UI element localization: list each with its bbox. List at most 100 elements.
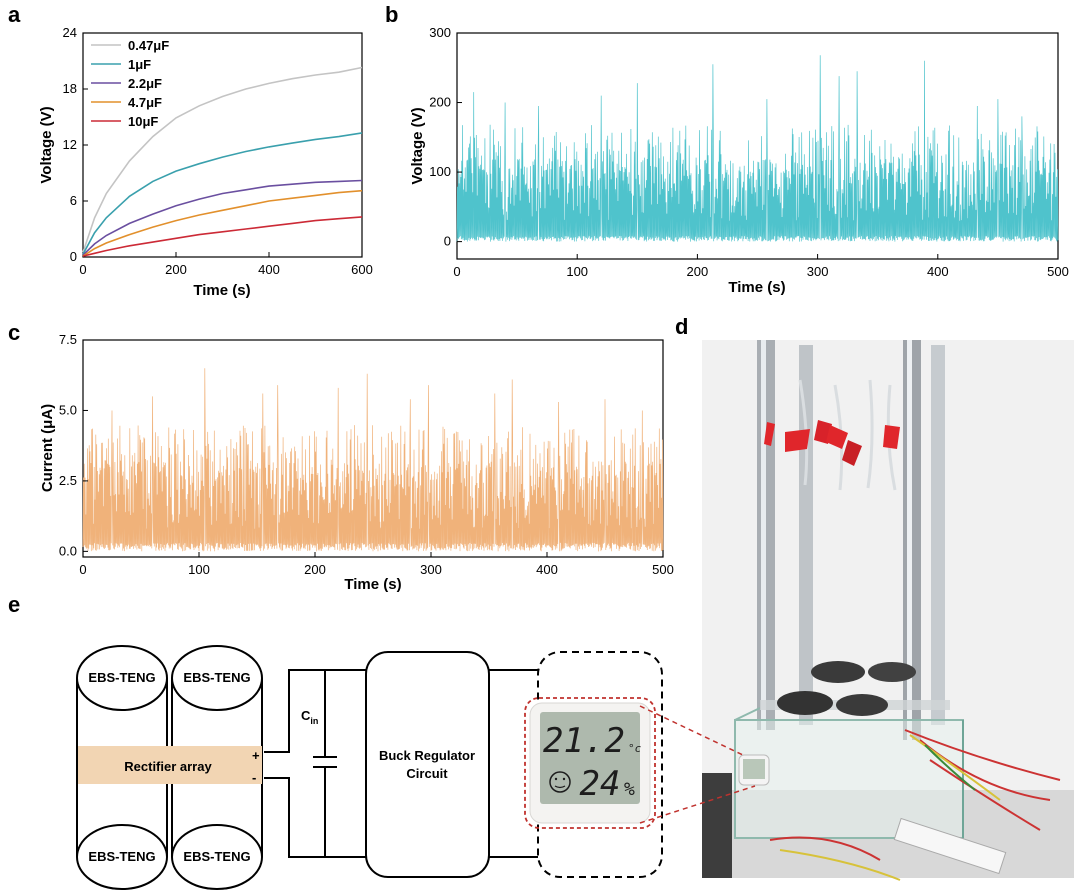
hygrometer-humidity: 24: [580, 764, 621, 804]
y-tick-label: 0: [70, 249, 77, 264]
panel-d: d: [675, 314, 1074, 881]
x-tick-label: 600: [351, 262, 373, 277]
y-tick-label: 24: [63, 25, 77, 40]
y-tick-label: 5.0: [59, 402, 77, 417]
panel-a-plot-frame: [82, 32, 363, 258]
panel-b-xlabel: Time (s): [728, 279, 785, 296]
breadboard: [893, 817, 1007, 875]
smiley-face-icon: [549, 771, 571, 793]
teng-disc-1: [811, 661, 865, 683]
panel-c-trace: [82, 368, 664, 552]
x-tick-label: 0: [79, 562, 86, 577]
y-tick-label: 2.5: [59, 473, 77, 488]
legend-label-0.47uf: 0.47μF: [128, 38, 169, 53]
photo-dark-edge: [702, 773, 732, 878]
hygrometer-temp-unit: °c: [628, 742, 642, 755]
circuit-wires: [264, 669, 538, 858]
y-tick-label: 0: [444, 234, 451, 249]
x-tick-label: 300: [420, 562, 442, 577]
panel-b-plot-frame: [456, 32, 1059, 260]
glass-tank: [734, 719, 964, 839]
hygrometer-highlight-frame: [524, 697, 656, 829]
legend-label-2.2uf: 2.2μF: [128, 76, 162, 91]
buck-regulator-label-line1: Buck Regulator: [379, 748, 475, 763]
hygrometer-humidity-unit: %: [624, 779, 635, 800]
panel-c-xlabel: Time (s): [344, 576, 401, 593]
teng-label-bottom-left: EBS-TENG: [88, 849, 155, 864]
x-tick-label: 500: [1047, 264, 1069, 279]
panel-a-ylabel: Voltage (V): [38, 106, 55, 183]
steel-pillar-left-inner: [799, 345, 813, 725]
series-line-0.47uf: [82, 66, 363, 253]
x-tick-label: 300: [807, 264, 829, 279]
x-tick-label: 100: [188, 562, 210, 577]
y-tick-label: 200: [429, 95, 451, 110]
series-line-10uf: [82, 216, 363, 257]
panel-c-ticks: 0 100 200 300 400 500 0.0 2.5 5.0 7.5: [59, 332, 674, 577]
x-tick-label: 200: [687, 264, 709, 279]
panel-a-lines: [82, 66, 363, 257]
legend-label-10uf: 10μF: [128, 114, 158, 129]
y-tick-label: 6: [70, 193, 77, 208]
teng-disc-3: [777, 691, 833, 715]
panel-a-ticks: 0 200 400 600 0 6 12 18 24: [63, 25, 373, 277]
x-tick-label: 400: [258, 262, 280, 277]
series-line-2.2uf: [82, 179, 363, 256]
red-tabs: [764, 420, 900, 466]
rectifier-plus-sign: +: [252, 748, 260, 763]
panel-letter-e: e: [8, 592, 20, 617]
teng-label-top-right: EBS-TENG: [183, 670, 250, 685]
y-tick-label: 12: [63, 137, 77, 152]
x-tick-label: 400: [927, 264, 949, 279]
x-tick-label: 200: [304, 562, 326, 577]
rectifier-minus-sign: -: [252, 770, 256, 785]
yellow-wires: [779, 734, 1001, 881]
buck-regulator-label-line2: Circuit: [406, 766, 448, 781]
x-tick-label: 400: [536, 562, 558, 577]
signal-trace: [82, 368, 664, 552]
panel-e: e EBS-TENG EBS-TENG EBS-TENG EBS-TENG Re…: [8, 592, 756, 890]
teng-disc-2: [868, 662, 916, 682]
steel-pillar-left-highlight: [761, 340, 766, 730]
buck-regulator-box: [365, 651, 490, 878]
series-line-1uf: [82, 132, 363, 255]
x-tick-label: 200: [165, 262, 187, 277]
teng-label-bottom-right: EBS-TENG: [183, 849, 250, 864]
callout-line-bottom: [639, 785, 756, 824]
hygrometer-temperature: 21.2: [543, 721, 625, 761]
x-tick-label: 0: [453, 264, 460, 279]
y-tick-label: 7.5: [59, 332, 77, 347]
steel-pillar-right-highlight: [907, 340, 912, 740]
y-tick-label: 300: [429, 25, 451, 40]
legend-label-1uf: 1μF: [128, 57, 151, 72]
legend-label-4.7uf: 4.7μF: [128, 95, 162, 110]
hygrometer-lcd: [540, 712, 640, 804]
x-tick-label: 100: [566, 264, 588, 279]
panel-a-legend: 0.47μF 1μF 2.2μF 4.7μF 10μF: [91, 38, 169, 129]
panel-a: a 0 200 400 600 0 6 12 18 24 0.47μF 1μF 2.2μF 4.…: [8, 2, 373, 299]
teng-disc-4: [836, 694, 888, 716]
capacitor-label: Cin: [301, 708, 318, 726]
panel-c-plot-frame: [82, 339, 664, 558]
red-wires: [769, 729, 1061, 861]
panel-letter-b: b: [385, 2, 398, 27]
panel-b-trace: [456, 55, 1059, 242]
green-wires: [924, 744, 976, 791]
steel-pillar-right-inner: [931, 345, 945, 725]
panel-b-ylabel: Voltage (V): [409, 107, 426, 184]
photo-hygrometer-lcd: [743, 759, 765, 779]
signal-trace: [456, 55, 1059, 242]
y-tick-label: 18: [63, 81, 77, 96]
panel-letter-d: d: [675, 314, 688, 339]
panel-b-ticks: 0 100 200 300 400 500 0 100 200 300: [429, 25, 1069, 279]
panel-letter-a: a: [8, 2, 21, 27]
panel-c-ylabel: Current (μA): [39, 404, 56, 492]
rectifier-array-box: [78, 746, 262, 784]
y-tick-label: 0.0: [59, 543, 77, 558]
x-tick-label: 0: [79, 262, 86, 277]
x-tick-label: 500: [652, 562, 674, 577]
teng-label-top-left: EBS-TENG: [88, 670, 155, 685]
rectifier-array-label: Rectifier array: [124, 759, 212, 774]
